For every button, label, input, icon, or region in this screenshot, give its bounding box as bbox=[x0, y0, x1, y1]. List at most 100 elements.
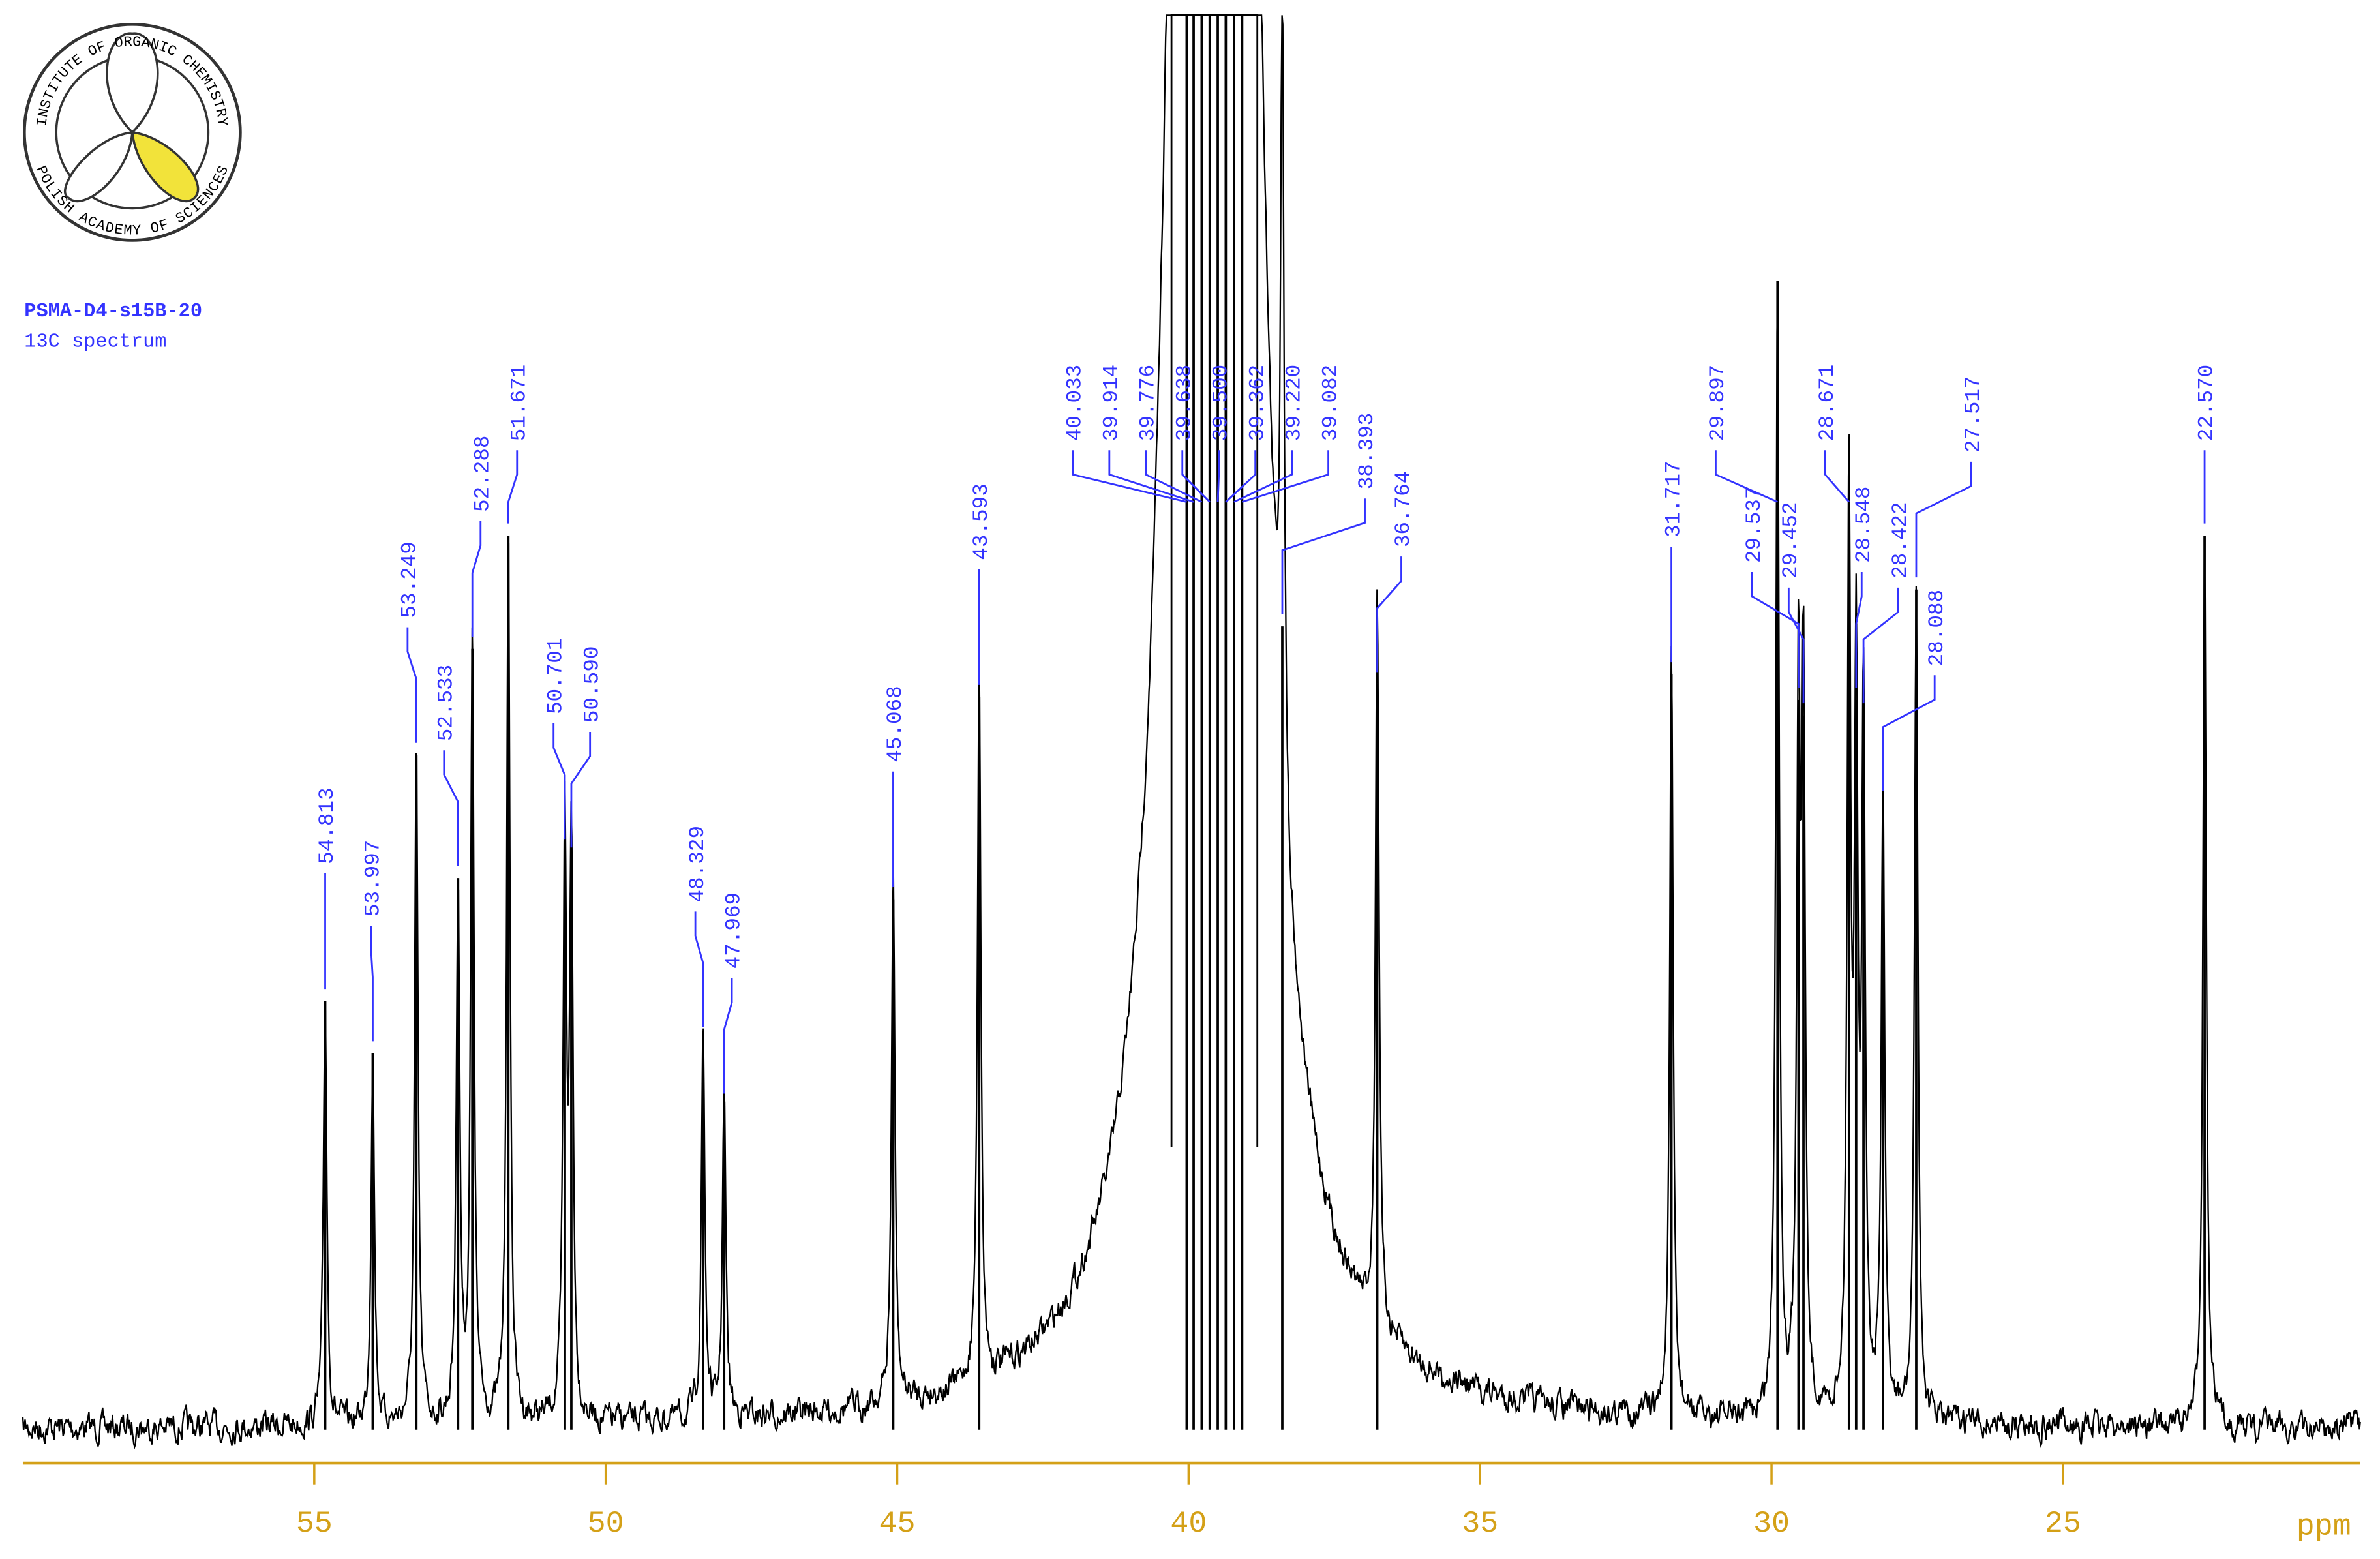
peak-label: 48.329 bbox=[685, 826, 710, 902]
peak-label-group: 51.671 bbox=[507, 365, 531, 524]
peak-label: 53.249 bbox=[398, 541, 422, 618]
peak-label-group: 29.452 bbox=[1779, 502, 1805, 704]
peak-label: 29.452 bbox=[1779, 502, 1803, 578]
peak-label-group: 27.517 bbox=[1915, 376, 1985, 578]
peak-label: 29.537 bbox=[1742, 487, 1766, 563]
peak-label: 40.033 bbox=[1063, 365, 1087, 441]
peak-label: 39.638 bbox=[1172, 365, 1196, 441]
peak-label: 50.701 bbox=[543, 638, 567, 714]
peak-label-group: 53.249 bbox=[398, 541, 422, 743]
chart-subtitle: 13C spectrum bbox=[24, 331, 166, 354]
leader-line bbox=[1882, 675, 1936, 791]
clip-box bbox=[1170, 14, 1259, 1147]
leader-line bbox=[1376, 556, 1402, 673]
leader-line bbox=[1108, 450, 1194, 503]
leader-line bbox=[1072, 450, 1187, 503]
peak-label-group: 39.914 bbox=[1100, 365, 1194, 503]
chart-title: PSMA-D4-s15B-20 bbox=[24, 301, 202, 323]
peak-label: 52.533 bbox=[434, 665, 458, 741]
x-tick-label: 45 bbox=[879, 1507, 916, 1541]
leader-line bbox=[723, 978, 733, 1094]
leader-line bbox=[406, 627, 417, 743]
peak-label-group: 39.500 bbox=[1209, 365, 1233, 502]
peak-label-group: 54.813 bbox=[315, 787, 339, 990]
leader-line bbox=[370, 926, 374, 1042]
peak-label: 29.897 bbox=[1706, 365, 1730, 441]
logo-ring bbox=[22, 23, 242, 242]
peak-label-group: 31.717 bbox=[1661, 461, 1685, 663]
peak-label: 31.717 bbox=[1661, 461, 1685, 537]
logo-text: POLISH ACADEMY OF SCIENCES bbox=[33, 164, 233, 239]
x-tick-label: 30 bbox=[1753, 1507, 1790, 1541]
logo: INSTITUTE OF ORGANIC CHEMISTRY POLISH AC… bbox=[22, 23, 242, 242]
peak-label-group: 22.570 bbox=[2195, 365, 2219, 524]
peak-label: 54.813 bbox=[315, 787, 339, 864]
leader-line bbox=[1824, 450, 1850, 503]
peak-label-group: 36.764 bbox=[1376, 471, 1415, 673]
x-tick-label: 40 bbox=[1170, 1507, 1207, 1541]
leader-line bbox=[443, 750, 459, 866]
peak-label-group: 39.082 bbox=[1241, 365, 1342, 503]
peak-label-group: 28.422 bbox=[1862, 502, 1912, 704]
peak-label-group: 39.220 bbox=[1233, 365, 1306, 503]
x-tick-label: 50 bbox=[588, 1507, 624, 1541]
leader-line bbox=[1915, 461, 1972, 578]
peak-label: 28.548 bbox=[1852, 487, 1876, 563]
peak-label-group: 52.533 bbox=[434, 665, 459, 866]
peak-label: 45.068 bbox=[883, 686, 907, 762]
peak-label: 39.914 bbox=[1100, 365, 1124, 441]
peak-label-group: 40.033 bbox=[1063, 365, 1187, 503]
leader-line bbox=[1225, 450, 1257, 503]
x-tick-label: 25 bbox=[2045, 1507, 2081, 1541]
peak-label: 43.593 bbox=[969, 483, 993, 560]
x-tick-label: 55 bbox=[296, 1507, 333, 1541]
leader-line bbox=[570, 732, 592, 848]
peak-label: 39.500 bbox=[1209, 365, 1233, 441]
logo-lobe bbox=[106, 32, 159, 134]
leader-line bbox=[471, 521, 482, 637]
peak-label-group: 50.590 bbox=[570, 646, 604, 848]
peak-label-group: 47.969 bbox=[722, 892, 746, 1094]
peak-label: 52.288 bbox=[470, 435, 494, 511]
leader-line bbox=[1751, 572, 1800, 688]
peak-label-group: 28.671 bbox=[1815, 365, 1850, 503]
peak-label: 39.362 bbox=[1245, 365, 1269, 441]
leader-line bbox=[1145, 450, 1202, 503]
x-axis-label: ppm bbox=[2297, 1510, 2351, 1545]
peak-label: 28.422 bbox=[1888, 502, 1912, 578]
peak-label: 47.969 bbox=[722, 892, 746, 969]
logo-lobe bbox=[63, 130, 134, 203]
peak-label-group: 52.288 bbox=[470, 435, 494, 637]
peak-label: 27.517 bbox=[1961, 376, 1985, 452]
leader-line bbox=[1216, 450, 1220, 502]
leader-line bbox=[1855, 572, 1863, 688]
peak-label-group: 29.537 bbox=[1742, 487, 1800, 688]
peak-label-group: 39.362 bbox=[1225, 365, 1269, 503]
peak-label-group: 45.068 bbox=[883, 686, 907, 887]
peak-label-group: 50.701 bbox=[543, 638, 567, 840]
leader-line bbox=[1181, 450, 1211, 503]
peak-label-group: 48.329 bbox=[685, 826, 710, 1027]
peak-label: 36.764 bbox=[1391, 471, 1415, 547]
peak-label-group: 28.548 bbox=[1852, 487, 1876, 688]
peak-label: 51.671 bbox=[507, 365, 531, 441]
peak-label-group: 38.393 bbox=[1281, 413, 1379, 614]
peak-label: 28.671 bbox=[1815, 365, 1839, 441]
peak-label: 28.088 bbox=[1925, 590, 1949, 666]
peak-label: 53.997 bbox=[361, 840, 385, 916]
leader-line bbox=[552, 723, 566, 840]
leader-line bbox=[507, 450, 519, 524]
peak-label-group: 28.088 bbox=[1882, 590, 1949, 791]
peak-label: 39.220 bbox=[1282, 365, 1306, 441]
leader-line bbox=[1233, 450, 1293, 503]
leader-line bbox=[694, 911, 704, 1027]
peak-label: 22.570 bbox=[2195, 365, 2219, 441]
peak-label: 39.776 bbox=[1136, 365, 1160, 441]
x-tick-label: 35 bbox=[1462, 1507, 1498, 1541]
peak-label-group: 39.638 bbox=[1172, 365, 1211, 503]
peak-label-group: 39.776 bbox=[1136, 365, 1202, 503]
logo-lobe-yellow bbox=[130, 130, 200, 203]
peak-label-group: 29.897 bbox=[1706, 365, 1778, 503]
logo-text-bottom: POLISH ACADEMY OF SCIENCES bbox=[33, 164, 233, 239]
